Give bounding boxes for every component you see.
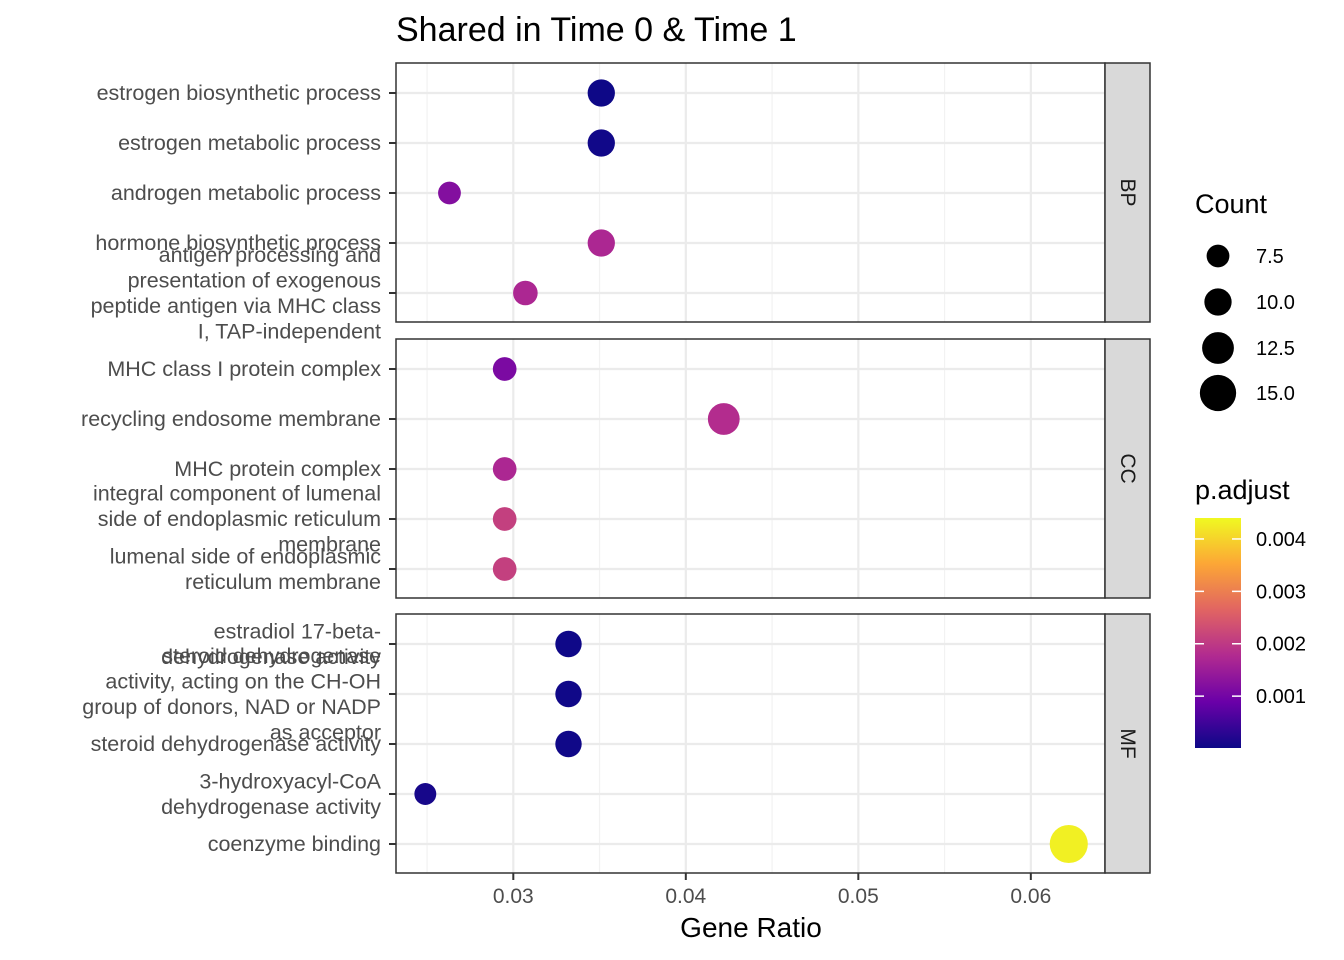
data-point (587, 79, 615, 107)
y-tick-label: integral component of lumenal side of end… (93, 482, 381, 557)
data-point (414, 783, 437, 805)
y-tick-label: estrogen metabolic process (118, 131, 381, 155)
count-legend-key (1206, 244, 1230, 268)
y-tick-label: steroid dehydrogenase activity, acting on… (82, 644, 381, 745)
y-tick-label-line: estrogen metabolic process (118, 131, 381, 155)
colorbar-label: 0.001 (1256, 686, 1306, 708)
x-axis-title: Gene Ratio (680, 912, 822, 943)
count-legend-key (1204, 288, 1232, 316)
y-tick-label-line: estrogen biosynthetic process (97, 81, 381, 105)
y-tick-label: MHC class I protein complex (107, 357, 381, 381)
y-tick-label-line: MHC protein complex (174, 457, 381, 481)
data-point (513, 280, 538, 306)
count-legend-key (1199, 374, 1237, 412)
y-tick-label-line: lumenal side of endoplasmic (110, 544, 382, 568)
y-tick-label-line: estradiol 17-beta- (214, 619, 381, 643)
y-tick-label-line: side of endoplasmic reticulum (98, 507, 381, 531)
y-tick-label: hormone biosynthetic process (95, 231, 381, 255)
data-point (438, 181, 461, 205)
count-legend-label: 10.0 (1256, 292, 1295, 314)
y-tick-label-line: presentation of exogenous (128, 268, 381, 292)
data-point (555, 630, 582, 658)
data-point (492, 357, 517, 381)
data-point (587, 129, 615, 157)
y-tick-label: steroid dehydrogenase activity (91, 732, 382, 756)
y-tick-label-line: antigen processing and (159, 243, 381, 267)
y-tick-label-line: peptide antigen via MHC class (91, 294, 381, 318)
y-tick-label: lumenal side of endoplasmic reticulum mem… (110, 544, 382, 594)
y-tick-label: antigen processing and presentation of ex… (91, 243, 381, 344)
y-tick-label-line: as acceptor (270, 720, 381, 744)
y-tick-label-line: dehydrogenase activity (161, 795, 381, 819)
y-tick-label: estradiol 17-beta-dehydrogenase activity (161, 619, 381, 669)
y-tick-label-line: recycling endosome membrane (81, 407, 381, 431)
facet-panel-bp: estrogen biosynthetic process estrogen me… (91, 62, 1151, 344)
count-legend-label: 7.5 (1256, 246, 1284, 268)
x-tick-label: 0.06 (1010, 885, 1051, 908)
data-point (492, 457, 517, 481)
p-adjust-legend: p.adjust 0.001 0.002 0.003 0.004 (1195, 475, 1306, 748)
data-point (492, 557, 517, 581)
y-tick-label-line: I, TAP-independent (198, 319, 381, 343)
facet-strip-label: BP (1116, 178, 1139, 206)
y-tick-label: MHC protein complex (174, 457, 381, 481)
x-tick-label: 0.04 (665, 885, 706, 908)
x-axis: 0.03 0.04 0.05 0.06 (493, 873, 1051, 908)
y-tick-label-line: activity, acting on the CH-OH (105, 669, 381, 693)
facet-strip (1104, 62, 1151, 323)
y-tick-label: recycling endosome membrane (81, 407, 381, 431)
x-tick-label: 0.03 (493, 885, 534, 908)
y-tick-label-line: dehydrogenase activity (161, 645, 381, 669)
p-adjust-colorbar (1195, 518, 1241, 748)
chart-title: Shared in Time 0 & Time 1 (396, 11, 797, 49)
facet-strip-label: CC (1116, 453, 1139, 483)
data-point (707, 403, 740, 435)
data-point (587, 229, 615, 257)
y-tick-label-line: hormone biosynthetic process (95, 231, 381, 255)
y-tick-label-line: MHC class I protein complex (107, 357, 381, 381)
y-tick-label-line: 3-hydroxyacyl-CoA (199, 769, 381, 793)
facet-panel-mf: estradiol 17-beta-dehydrogenase activity… (82, 613, 1151, 874)
data-point (1049, 824, 1088, 864)
y-tick-label-line: group of donors, NAD or NADP (82, 695, 381, 719)
y-tick-label-line: integral component of lumenal (93, 482, 381, 506)
y-tick-label-line: membrane (278, 533, 381, 557)
facet-strip (1104, 613, 1151, 874)
y-tick-label-line: reticulum membrane (185, 570, 381, 594)
y-tick-label-line: androgen metabolic process (111, 181, 381, 205)
y-tick-label-line: steroid dehydrogenase (162, 644, 381, 668)
y-tick-label: coenzyme binding (208, 832, 381, 856)
y-tick-label-line: steroid dehydrogenase activity (91, 732, 382, 756)
x-tick-label: 0.05 (838, 885, 879, 908)
facet-panel-cc: MHC class I protein complex recycling end… (81, 338, 1151, 599)
data-point (555, 730, 582, 758)
data-point (555, 680, 582, 708)
y-tick-label: 3-hydroxyacyl-CoA dehydrogenase activity (161, 769, 382, 819)
count-legend-title: Count (1195, 189, 1268, 219)
facet-strip-label: MF (1116, 728, 1139, 758)
facet-panels: estrogen biosynthetic process estrogen me… (81, 62, 1151, 874)
count-legend: Count 7.5 10.0 12.5 15.0 (1195, 189, 1295, 412)
data-point (492, 507, 517, 531)
y-tick-label: androgen metabolic process (111, 181, 381, 205)
colorbar-label: 0.003 (1256, 581, 1306, 603)
count-legend-label: 12.5 (1256, 338, 1295, 360)
colorbar-label: 0.004 (1256, 529, 1306, 551)
y-tick-label: estrogen biosynthetic process (97, 81, 381, 105)
p-adjust-legend-title: p.adjust (1195, 475, 1290, 505)
y-tick-label-line: coenzyme binding (208, 832, 381, 856)
facet-strip (1104, 338, 1151, 599)
count-legend-key (1202, 332, 1234, 364)
colorbar-label: 0.002 (1256, 634, 1306, 656)
count-legend-label: 15.0 (1256, 383, 1295, 405)
